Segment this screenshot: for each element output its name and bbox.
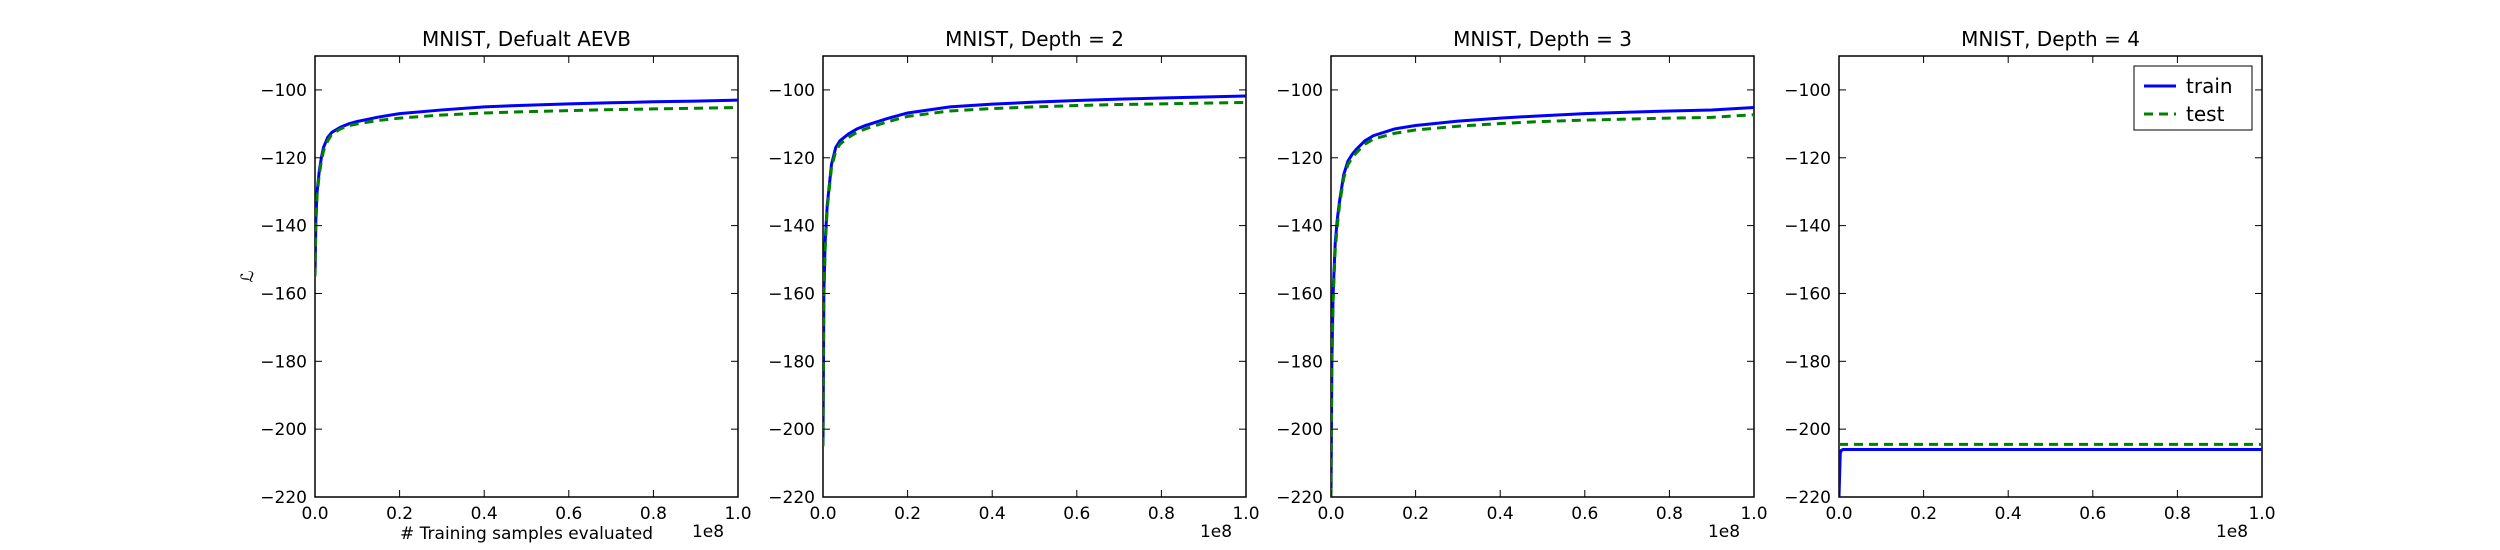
y-tick-label: −160 [1784, 284, 1831, 304]
legend-frame [2133, 65, 2253, 131]
x-tick-label: 1.0 [1740, 504, 1767, 524]
x-tick-label: 0.4 [1995, 504, 2022, 524]
y-tick-label: −100 [260, 81, 307, 101]
y-tick-label: −220 [1784, 488, 1831, 508]
legend-label-train: train [2186, 74, 2233, 98]
x-tick-label: 0.4 [471, 504, 498, 524]
x-tick-label: 0.6 [2079, 504, 2106, 524]
y-tick-label: −220 [260, 488, 307, 508]
x-offset-text: 1e8 [1200, 522, 1232, 542]
x-tick-label: 0.0 [301, 504, 328, 524]
series-line-train [1839, 448, 2262, 497]
y-tick-label: −160 [768, 284, 815, 304]
x-tick-label: 1.0 [2248, 504, 2275, 524]
y-tick-label: −120 [768, 149, 815, 169]
x-tick-label: 0.8 [1148, 504, 1175, 524]
subplot-title: MNIST, Depth = 2 [945, 27, 1124, 51]
x-tick-label: 0.0 [1317, 504, 1344, 524]
x-offset-text: 1e8 [1708, 522, 1740, 542]
x-tick-label: 0.2 [386, 504, 413, 524]
subplot-2: 0.0 0.2 0.4 0.6 0.8 1.0 −220 −200 −180 −160 −140 −1… [768, 27, 1259, 542]
x-tick-label: 0.2 [894, 504, 921, 524]
series-line-test [315, 106, 738, 277]
y-tick-label: −220 [768, 488, 815, 508]
series-line-test [1331, 113, 1754, 497]
x-tick-label: 0.8 [2164, 504, 2191, 524]
x-tick-label: 0.6 [1063, 504, 1090, 524]
y-tick-label: −220 [1276, 488, 1323, 508]
x-tick-label: 0.8 [640, 504, 667, 524]
y-tick-label: −120 [260, 149, 307, 169]
axes-frame [822, 55, 1247, 498]
y-tick-label: −180 [768, 352, 815, 372]
y-tick-label: −180 [1784, 352, 1831, 372]
x-tick-label: 0.4 [1487, 504, 1514, 524]
y-tick-label: −200 [1276, 420, 1323, 440]
y-tick-label: −140 [1276, 217, 1323, 237]
x-axis-label: # Training samples evaluated [400, 524, 653, 544]
y-tick-label: −120 [1276, 149, 1323, 169]
y-tick-label: −200 [768, 420, 815, 440]
y-tick-label: −100 [768, 81, 815, 101]
y-tick-label: −140 [260, 217, 307, 237]
x-tick-label: 1.0 [724, 504, 751, 524]
y-tick-label: −160 [1276, 284, 1323, 304]
subplot-title: MNIST, Depth = 4 [1961, 27, 2140, 51]
legend-label-test: test [2186, 102, 2225, 126]
x-tick-label: 0.4 [979, 504, 1006, 524]
y-tick-label: −200 [260, 420, 307, 440]
y-tick-label: −120 [1784, 149, 1831, 169]
x-tick-label: 0.0 [809, 504, 836, 524]
subplot-3: 0.0 0.2 0.4 0.6 0.8 1.0 −220 −200 −180 −160 −140 −1… [1276, 27, 1767, 542]
y-tick-label: −100 [1276, 81, 1323, 101]
x-tick-label: 0.6 [555, 504, 582, 524]
subplot-title: MNIST, Depth = 3 [1453, 27, 1632, 51]
y-tick-label: −100 [1784, 81, 1831, 101]
x-tick-label: 0.0 [1825, 504, 1852, 524]
series-line-test [823, 100, 1246, 447]
subplot-title: MNIST, Defualt AEVB [422, 27, 631, 51]
x-tick-label: 0.2 [1402, 504, 1429, 524]
y-axis-label: ℒ [238, 270, 258, 282]
x-offset-text: 1e8 [2216, 522, 2248, 542]
subplot-1: 0.0 0.2 0.4 0.6 0.8 1.0 −220 −200 −180 −160 −140 −1… [238, 27, 752, 544]
x-offset-text: 1e8 [692, 522, 724, 542]
y-tick-label: −160 [260, 284, 307, 304]
y-tick-label: −200 [1784, 420, 1831, 440]
y-tick-label: −140 [768, 217, 815, 237]
subplot-4: 0.0 0.2 0.4 0.6 0.8 1.0 −220 −200 −180 −160 −140 −1… [1784, 27, 2275, 542]
y-tick-label: −180 [1276, 352, 1323, 372]
y-tick-label: −180 [260, 352, 307, 372]
x-tick-label: 0.8 [1656, 504, 1683, 524]
legend: train test [2133, 65, 2253, 131]
x-tick-label: 0.2 [1910, 504, 1937, 524]
axes-frame [1330, 55, 1755, 498]
x-tick-label: 1.0 [1232, 504, 1259, 524]
y-tick-label: −140 [1784, 217, 1831, 237]
axes-frame [314, 55, 739, 498]
x-tick-label: 0.6 [1571, 504, 1598, 524]
series-line-train [1331, 106, 1754, 497]
